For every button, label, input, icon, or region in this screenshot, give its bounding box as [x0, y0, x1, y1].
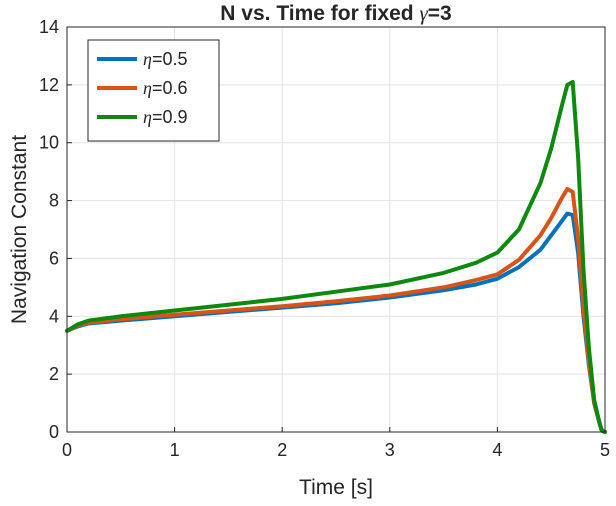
x-tick-label: 3 — [385, 440, 395, 460]
chart-title-suffix: =3 — [428, 2, 452, 25]
y-tick-label: 12 — [39, 75, 59, 95]
y-axis-ticks: 0 2 4 6 8 10 12 14 — [39, 17, 72, 442]
y-tick-label: 8 — [49, 191, 59, 211]
y-tick-label: 6 — [49, 248, 59, 268]
legend-symbol: η — [143, 49, 152, 69]
x-tick-label: 1 — [170, 440, 180, 460]
x-axis-ticks: 0 1 2 3 4 5 — [62, 427, 610, 460]
chart-title-symbol: γ — [419, 1, 428, 25]
legend-symbol: η — [143, 107, 152, 127]
series-line-0 — [65, 211, 607, 434]
legend-box — [87, 39, 220, 142]
legend-symbol: η — [143, 78, 152, 98]
x-tick-label: 2 — [277, 440, 287, 460]
y-tick-label: 4 — [49, 306, 59, 326]
series-layer — [65, 80, 607, 434]
legend-value: =0.5 — [152, 49, 188, 69]
chart-title: N vs. Time for fixed γ=3 — [220, 1, 451, 25]
x-tick-label: 4 — [492, 440, 502, 460]
legend-label-0: η=0.5 — [143, 49, 187, 69]
y-tick-label: 0 — [49, 422, 59, 442]
y-axis-label: Navigation Constant — [8, 135, 31, 324]
legend-label-2: η=0.9 — [143, 107, 187, 127]
legend-value: =0.9 — [152, 107, 188, 127]
y-tick-label: 10 — [39, 133, 59, 153]
series-line-1 — [65, 187, 607, 434]
legend: η=0.5η=0.6η=0.9 — [87, 39, 220, 142]
x-tick-label: 5 — [600, 440, 610, 460]
y-tick-label: 14 — [39, 17, 59, 37]
plot-frame — [66, 26, 606, 433]
x-tick-label: 0 — [62, 440, 72, 460]
x-axis-label: Time [s] — [299, 476, 373, 499]
series-line-2 — [65, 80, 607, 434]
chart-title-prefix: N vs. Time for fixed — [220, 2, 419, 25]
legend-label-1: η=0.6 — [143, 78, 187, 98]
y-tick-label: 2 — [49, 364, 59, 384]
legend-value: =0.6 — [152, 78, 188, 98]
